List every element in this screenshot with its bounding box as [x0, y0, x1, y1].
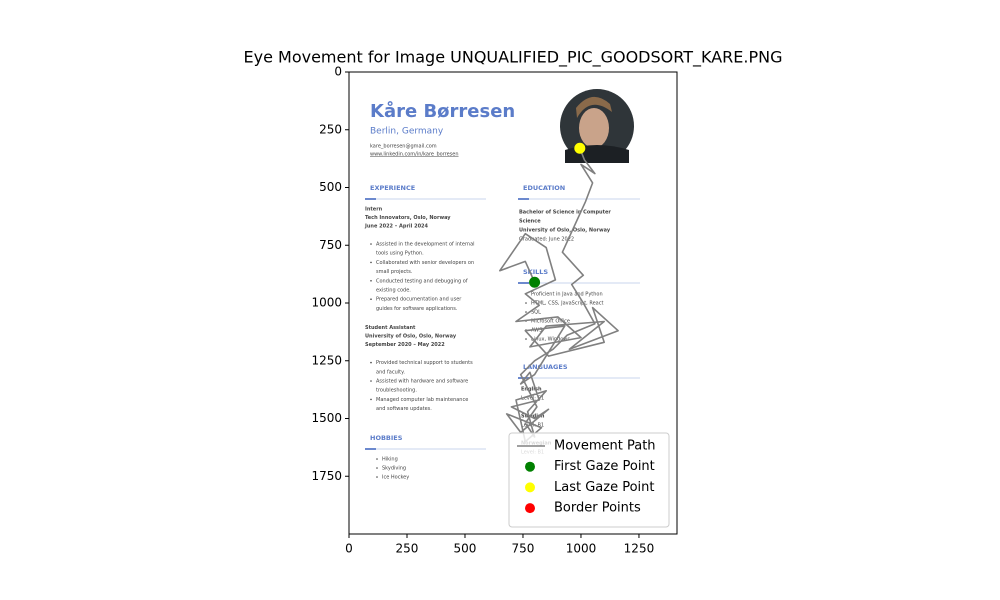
resume-text: Assisted in the development of internal	[376, 242, 475, 248]
resume-location: Berlin, Germany	[370, 127, 444, 137]
resume-text: Managed computer lab maintenance	[376, 397, 468, 403]
bullet	[525, 338, 527, 340]
legend-swatch	[525, 461, 535, 472]
section-heading: EDUCATION	[523, 184, 565, 192]
legend-label: Border Points	[554, 501, 641, 516]
resume-name: Kåre Børresen	[370, 100, 515, 122]
resume-text: small projects.	[376, 269, 413, 275]
resume-text: English	[521, 387, 542, 393]
plot-area	[499, 142, 619, 443]
legend-box	[508, 432, 670, 528]
resume-text: Prepared documentation and user	[376, 297, 462, 303]
x-tick-label: 1250	[624, 542, 655, 556]
resume-text: Provided technical support to students	[376, 360, 473, 366]
bullet	[376, 467, 378, 469]
resume-content: Kåre Børresen Berlin, Germany kare_borrese…	[364, 100, 640, 481]
resume-text: Collaborated with senior developers on	[376, 260, 474, 266]
resume-text: September 2020 – May 2022	[365, 342, 445, 348]
photo-face	[579, 108, 609, 148]
legend-swatch	[525, 503, 535, 514]
x-tick-label: 0	[345, 542, 353, 556]
y-tick-label: 1000	[311, 296, 342, 310]
resume-text: Conducted testing and debugging of	[376, 278, 468, 284]
resume-text: Science	[519, 219, 541, 225]
bullet	[370, 261, 372, 264]
bullet	[376, 476, 378, 478]
gaze-point	[529, 276, 541, 288]
section-heading: EXPERIENCE	[370, 184, 415, 192]
resume-text: June 2022 – April 2024	[364, 224, 429, 230]
resume-text: troubleshooting.	[376, 388, 417, 394]
resume-text: Graduated: June 2022	[519, 237, 574, 243]
resume-text: tools using Python.	[376, 251, 424, 257]
resume-text: University of Oslo, Oslo, Norway	[365, 334, 457, 340]
bullet	[370, 298, 372, 301]
resume-text: and faculty.	[376, 369, 405, 375]
resume-text: Intern	[365, 207, 383, 213]
legend-label: Movement Path	[554, 439, 656, 454]
resume-text: Skydiving	[382, 466, 406, 472]
resume-text: Ice Hockey	[382, 475, 409, 481]
resume-text: SQL	[531, 310, 541, 316]
bullet	[525, 302, 527, 304]
section-heading: LANGUAGES	[523, 363, 568, 371]
bullet	[370, 398, 372, 401]
resume-text: AWS	[531, 328, 542, 334]
x-tick-label: 750	[512, 542, 535, 556]
y-tick-label: 1500	[311, 411, 342, 425]
resume-text: Hiking	[382, 457, 398, 463]
bullet	[525, 311, 527, 313]
y-tick-label: 250	[319, 122, 342, 136]
resume-text: Assisted with hardware and software	[376, 379, 468, 385]
bullet	[370, 361, 372, 364]
movement-path	[499, 147, 619, 443]
resume-text: Student Assistant	[365, 325, 416, 331]
gaze-point	[574, 142, 586, 154]
bullet	[370, 280, 372, 282]
chart-title: Eye Movement for Image UNQUALIFIED_PIC_G…	[244, 48, 783, 68]
legend-label: Last Gaze Point	[554, 480, 654, 495]
y-tick-label: 1750	[311, 469, 342, 483]
resume-text: Microsoft Office	[531, 319, 570, 325]
legend-swatch	[525, 482, 535, 493]
resume-text: University of Oslo, Oslo, Norway	[519, 228, 611, 234]
x-tick-label: 250	[396, 542, 419, 556]
resume-text: Proficient in Java and Python	[531, 292, 603, 298]
y-tick-label: 0	[334, 65, 342, 79]
bullet	[370, 243, 372, 245]
section-heading: SKILLS	[523, 268, 548, 276]
y-tick-label: 1250	[311, 353, 342, 367]
bullet	[370, 380, 372, 382]
y-tick-label: 750	[319, 238, 342, 252]
bullet	[376, 458, 378, 460]
resume-linkedin: www.linkedin.com/in/kare_borresen	[370, 152, 459, 158]
resume-text: Tech Innovators, Oslo, Norway	[365, 215, 451, 221]
resume-email: kare_borresen@gmail.com	[370, 144, 437, 150]
photo-hair	[576, 96, 612, 118]
resume-text: and software updates.	[376, 406, 432, 412]
x-tick-label: 1000	[566, 542, 597, 556]
y-tick-label: 500	[319, 180, 342, 194]
resume-text: existing code.	[376, 288, 411, 294]
resume-text: Swedish	[521, 414, 545, 420]
legend-label: First Gaze Point	[554, 459, 655, 474]
x-tick-label: 500	[454, 542, 477, 556]
resume-text: HTML, CSS, JavaScript, React	[531, 301, 603, 307]
resume-text: Linux, Windows	[531, 337, 570, 343]
resume-text: guides for software applications.	[376, 306, 458, 312]
resume-text: Level: B1	[521, 423, 544, 429]
legend: Movement Path First Gaze Point Last Gaze P…	[508, 432, 670, 528]
section-heading: HOBBIES	[370, 434, 403, 442]
resume-text: Bachelor of Science in Computer	[519, 210, 611, 216]
